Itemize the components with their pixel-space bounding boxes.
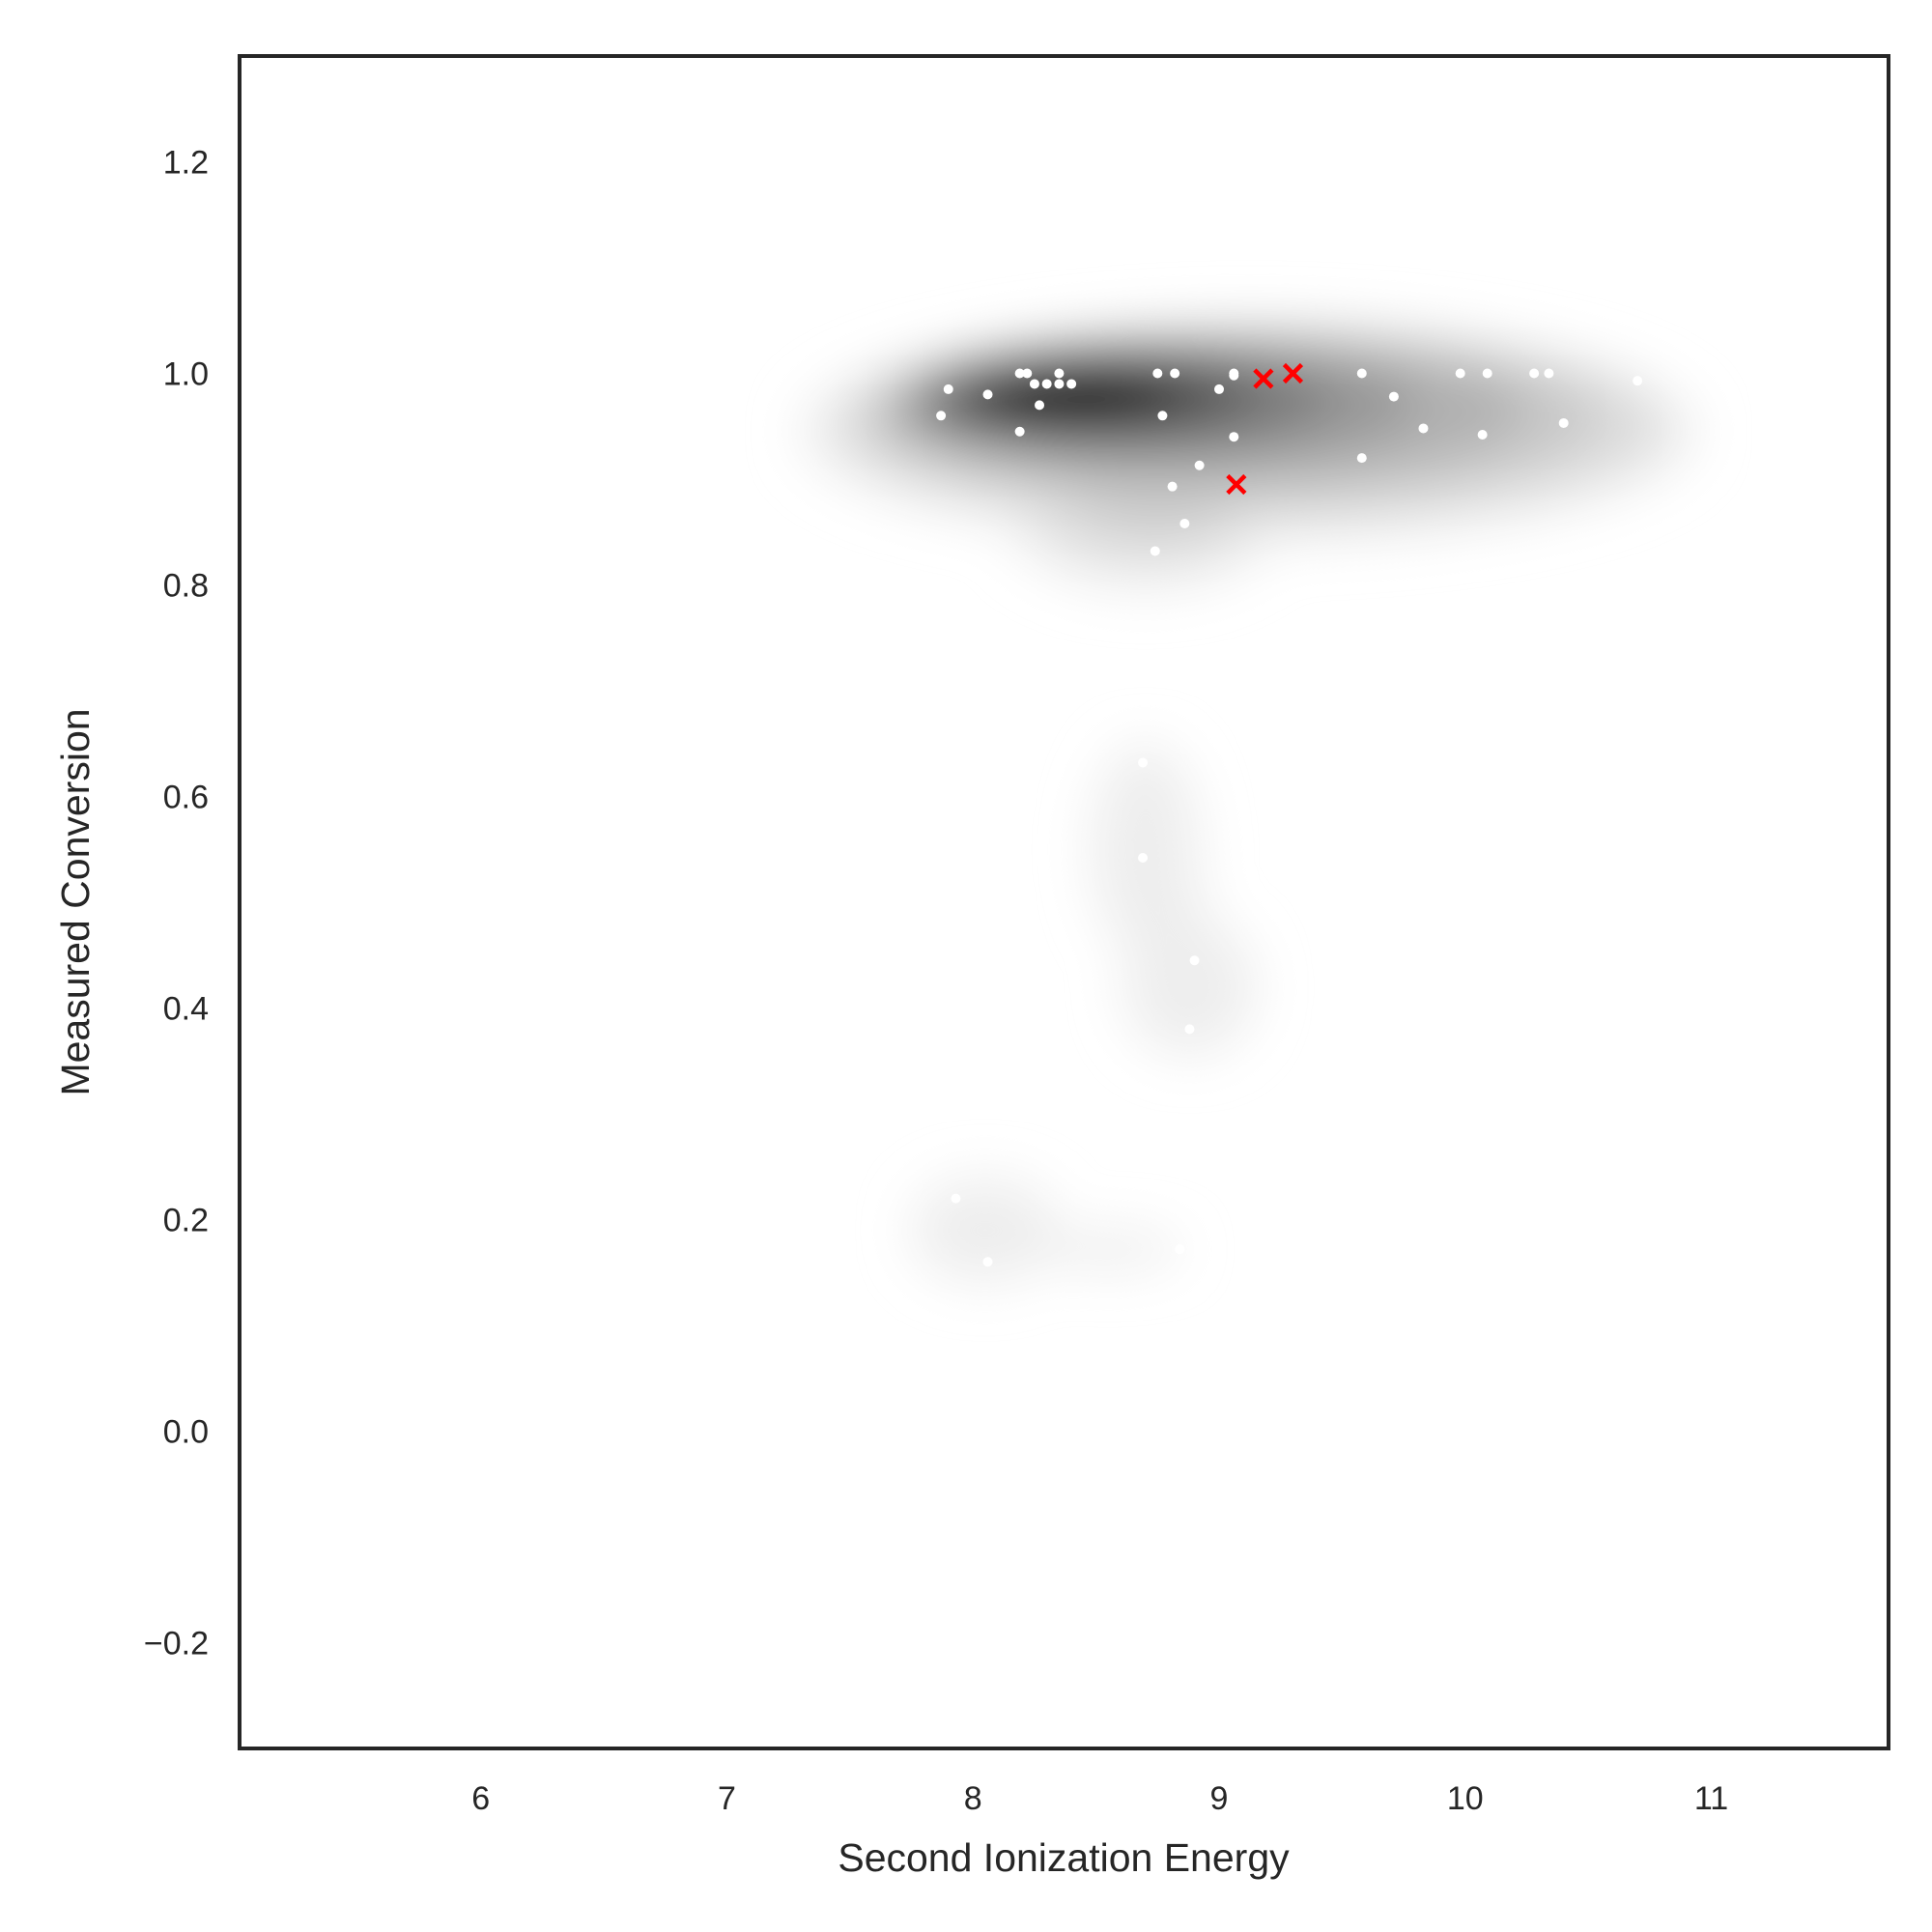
highlight-point <box>1226 473 1247 496</box>
scatter-points <box>936 362 1643 1267</box>
data-point <box>1356 368 1367 379</box>
data-point <box>1229 370 1239 381</box>
data-point <box>1029 379 1039 389</box>
data-point <box>1152 368 1163 379</box>
x-axis-label: Second Ionization Energy <box>838 1835 1290 1880</box>
data-point <box>1558 417 1569 428</box>
kde-contour-level <box>1034 1230 1182 1268</box>
highlight-point <box>1253 368 1274 389</box>
y-tick-label: 1.2 <box>163 145 209 182</box>
x-mark-stroke <box>1226 473 1247 496</box>
data-point <box>1455 368 1465 379</box>
kde-contour-level <box>1121 860 1209 987</box>
data-point <box>1014 426 1025 437</box>
highlight-point <box>1282 362 1304 384</box>
data-point <box>1388 391 1399 402</box>
data-point <box>1014 368 1025 379</box>
data-point <box>1054 368 1065 379</box>
x-tick-label: 6 <box>471 1780 490 1817</box>
data-point <box>1229 432 1239 442</box>
x-mark-stroke <box>1253 368 1274 389</box>
x-mark-stroke <box>1282 362 1304 384</box>
data-point <box>1150 546 1160 556</box>
data-point <box>1175 1244 1185 1255</box>
x-tick-label: 8 <box>964 1780 982 1817</box>
data-point <box>1482 368 1492 379</box>
data-point <box>982 1257 993 1267</box>
data-point <box>1066 379 1077 389</box>
data-point <box>1157 411 1168 421</box>
kde-contour-level <box>987 371 1146 414</box>
y-tick-label: 1.0 <box>163 356 209 393</box>
plot-frame <box>238 54 1890 1750</box>
data-point <box>1194 460 1205 470</box>
data-point <box>1356 453 1367 464</box>
x-tick-label: 11 <box>1694 1780 1728 1817</box>
data-point <box>1167 481 1178 492</box>
data-point <box>1041 379 1052 389</box>
data-point <box>943 384 953 394</box>
y-tick-label: −0.2 <box>144 1626 209 1662</box>
x-tick-label: 10 <box>1447 1780 1484 1817</box>
x-tick-label: 7 <box>718 1780 736 1817</box>
y-tick-label: 0.0 <box>163 1414 209 1451</box>
x-axis-ticks: 6 7 8 9 10 11 <box>471 1780 1728 1817</box>
data-point <box>1529 368 1540 379</box>
data-point <box>1179 518 1190 528</box>
data-point <box>1035 400 1045 411</box>
y-axis-label: Measured Conversion <box>53 708 98 1095</box>
data-point <box>982 389 993 400</box>
data-point <box>1170 368 1180 379</box>
data-point <box>951 1193 961 1204</box>
y-tick-label: 0.4 <box>163 991 209 1028</box>
y-axis-ticks: −0.2 0.0 0.2 0.4 0.6 0.8 1.0 1.2 <box>144 145 209 1662</box>
data-point <box>1418 423 1429 434</box>
kde-contour-level <box>911 1177 1060 1284</box>
data-point <box>1138 757 1149 768</box>
y-tick-label: 0.6 <box>163 780 209 816</box>
data-point <box>1022 368 1033 379</box>
data-point <box>1189 955 1200 966</box>
y-tick-label: 0.8 <box>163 568 209 605</box>
x-tick-label: 9 <box>1210 1780 1229 1817</box>
data-point <box>1477 430 1488 440</box>
y-tick-label: 0.2 <box>163 1203 209 1239</box>
data-point <box>936 411 947 421</box>
data-point <box>1214 384 1225 394</box>
data-point <box>1054 379 1065 389</box>
data-point <box>1633 376 1643 386</box>
data-point <box>1544 368 1554 379</box>
data-point <box>1184 1024 1195 1035</box>
data-point <box>1138 853 1149 864</box>
